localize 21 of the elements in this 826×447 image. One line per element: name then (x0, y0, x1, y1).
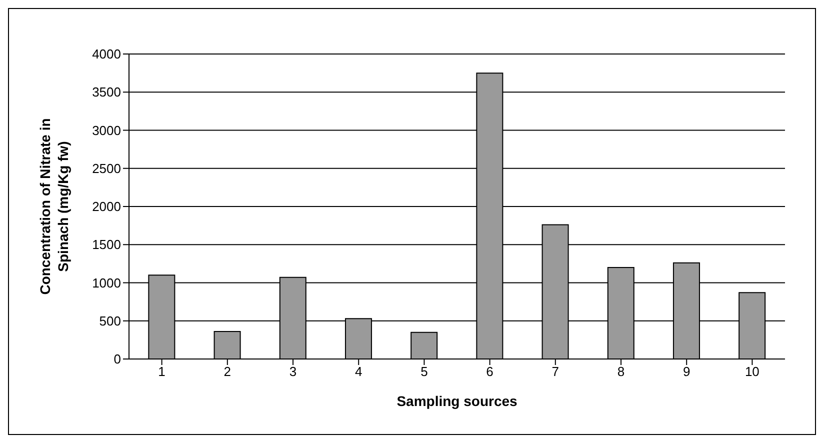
y-tick-label: 2000 (92, 199, 121, 214)
y-tick-label: 3500 (92, 84, 121, 100)
y-axis-title: Concentration of Nitrate in Spinach (mg/Kg fw) (37, 118, 71, 295)
x-tick-label: 7 (552, 364, 560, 380)
y-tick-label: 4000 (92, 46, 121, 62)
x-tick-label: 5 (420, 364, 428, 380)
x-tick-label: 1 (158, 364, 166, 380)
y-tick-label: 1500 (92, 237, 121, 252)
x-tick-label: 4 (354, 364, 362, 380)
x-tick-label: 2 (224, 364, 232, 380)
x-tick-label: 6 (486, 364, 494, 380)
y-tick-label: 3000 (92, 122, 121, 138)
x-tick-label: 3 (289, 364, 297, 380)
x-tick-label: 9 (682, 364, 690, 380)
y-tick-label: 2500 (92, 160, 121, 176)
x-tick-label: 8 (617, 364, 625, 380)
y-tick-label: 0 (114, 352, 121, 367)
x-tick-label: 10 (744, 364, 760, 380)
y-tick-label: 500 (99, 313, 121, 328)
x-axis-title: Sampling sources (396, 393, 518, 409)
y-tick-label: 1000 (92, 275, 121, 290)
